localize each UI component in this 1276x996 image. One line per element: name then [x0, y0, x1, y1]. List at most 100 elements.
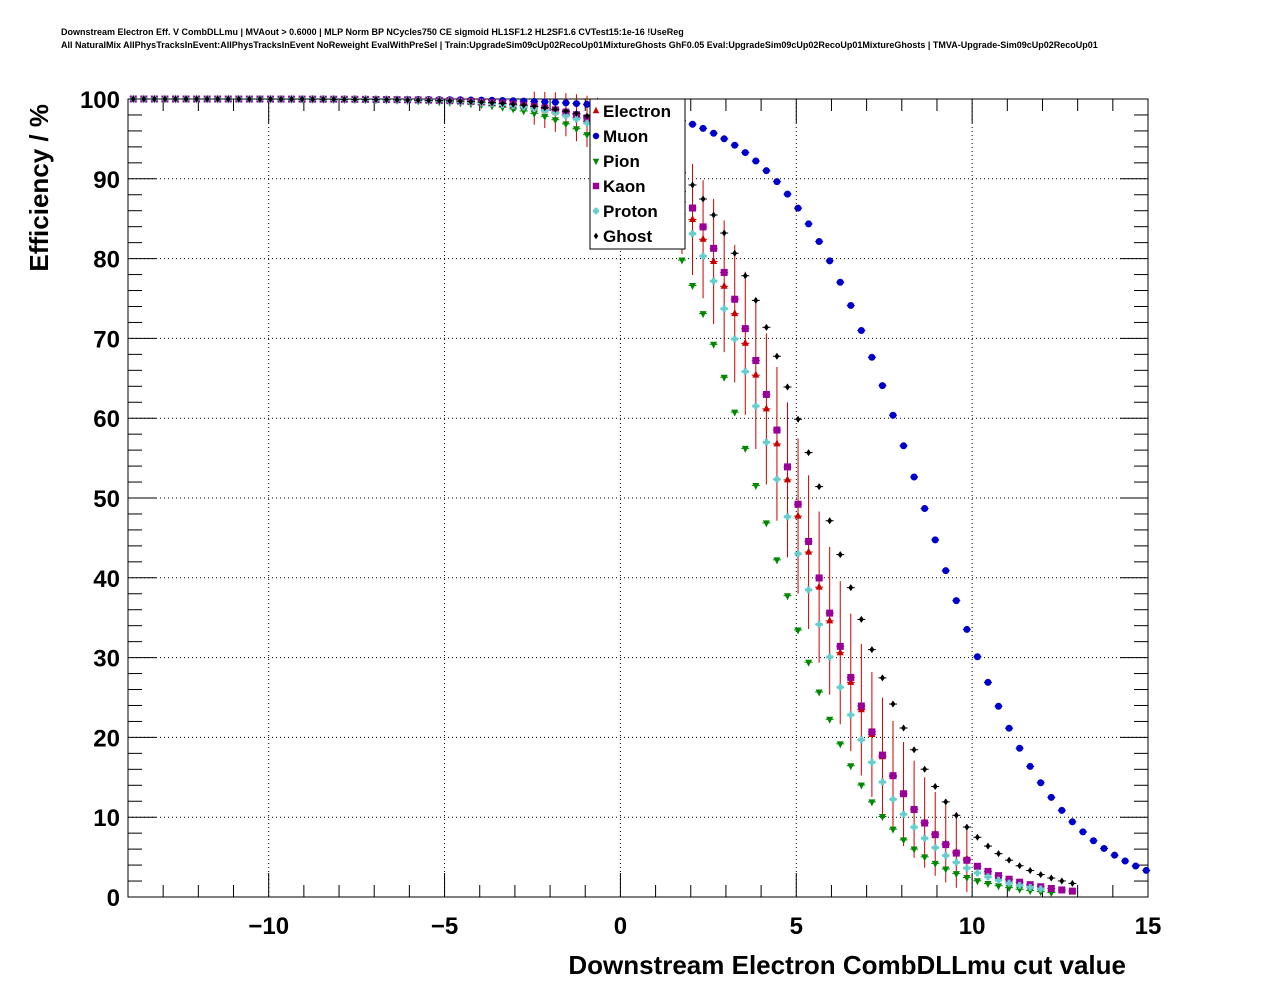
data-point — [426, 96, 432, 104]
data-point — [753, 296, 759, 304]
data-point — [985, 842, 991, 850]
data-point — [699, 124, 707, 132]
series-electron — [129, 91, 971, 893]
data-point — [236, 95, 242, 103]
x-tick-label: 5 — [790, 913, 803, 940]
data-point — [562, 99, 570, 107]
x-tick-label: 0 — [614, 913, 627, 940]
data-point — [911, 746, 917, 754]
legend-box — [589, 98, 686, 250]
data-point — [678, 257, 686, 265]
data-point — [773, 426, 781, 434]
data-point — [1047, 884, 1055, 892]
data-point — [762, 438, 770, 446]
data-point — [963, 864, 971, 872]
data-point — [805, 537, 813, 545]
data-point — [952, 597, 960, 605]
data-point — [889, 826, 897, 834]
data-point — [1037, 779, 1045, 787]
data-point — [699, 311, 707, 319]
legend-label-muon: Muon — [603, 127, 648, 146]
data-point — [826, 616, 834, 624]
data-point — [1079, 828, 1087, 836]
data-point — [858, 615, 864, 623]
data-point — [130, 95, 136, 103]
data-point — [815, 574, 823, 582]
data-point — [373, 96, 379, 104]
data-point — [857, 782, 865, 790]
data-point — [931, 844, 939, 852]
series-proton — [129, 95, 1045, 893]
data-point — [847, 673, 855, 681]
data-point — [689, 120, 697, 128]
data-point — [1005, 885, 1013, 893]
data-point — [952, 858, 960, 866]
legend: Electron Muon Pion Kaon Proton Ghost — [589, 98, 686, 250]
data-point — [1100, 844, 1108, 852]
data-point — [890, 700, 896, 708]
data-point — [815, 689, 823, 697]
legend-label-kaon: Kaon — [603, 177, 646, 196]
data-point — [1047, 793, 1055, 801]
data-point — [794, 627, 802, 635]
data-point — [541, 113, 549, 121]
data-point — [721, 229, 727, 237]
data-point — [352, 95, 358, 103]
y-tick-label: 60 — [93, 406, 120, 433]
legend-marker-ghost — [593, 232, 599, 240]
data-point — [984, 867, 992, 875]
data-point — [741, 325, 749, 333]
data-point — [857, 702, 865, 710]
data-point — [995, 702, 1003, 710]
data-point — [510, 100, 516, 108]
data-point — [783, 463, 791, 471]
data-point — [857, 327, 865, 335]
data-point — [974, 833, 980, 841]
data-point — [1037, 885, 1045, 893]
data-point — [752, 483, 760, 491]
data-point — [900, 837, 908, 845]
data-point — [931, 860, 939, 868]
data-point — [541, 98, 549, 106]
data-point — [711, 211, 717, 219]
data-point — [572, 115, 580, 123]
data-point — [699, 234, 707, 242]
data-point — [289, 95, 295, 103]
data-point — [741, 338, 749, 346]
data-point — [447, 97, 453, 105]
data-point — [583, 132, 591, 140]
data-point — [794, 204, 802, 212]
legend-marker-electron — [592, 106, 600, 114]
data-point — [836, 683, 844, 691]
data-point — [847, 301, 855, 309]
data-point — [731, 141, 739, 149]
data-point — [815, 582, 823, 590]
data-point — [720, 268, 728, 276]
data-point — [710, 257, 718, 265]
data-point — [278, 95, 284, 103]
data-point — [731, 409, 739, 417]
data-point — [847, 711, 855, 719]
data-point — [405, 96, 411, 104]
data-point — [973, 862, 981, 870]
y-tick-label: 50 — [93, 486, 120, 513]
data-point — [720, 135, 728, 143]
data-point — [826, 257, 834, 265]
data-point — [572, 100, 580, 108]
data-point — [837, 551, 843, 559]
legend-marker-pion — [592, 158, 600, 166]
data-point — [1016, 881, 1024, 889]
data-point — [996, 850, 1001, 858]
data-point — [1121, 857, 1129, 865]
legend-label-proton: Proton — [603, 202, 658, 221]
data-point — [806, 449, 812, 457]
data-point — [246, 95, 252, 103]
data-point — [583, 119, 591, 127]
data-point — [794, 511, 802, 519]
y-tick-label: 20 — [93, 725, 120, 752]
data-point — [868, 799, 876, 807]
data-point — [752, 370, 760, 378]
chart-subtitle: All NaturalMix AllPhysTracksInEvent:AllP… — [61, 40, 1098, 50]
data-point — [384, 96, 389, 104]
data-point — [964, 823, 970, 831]
